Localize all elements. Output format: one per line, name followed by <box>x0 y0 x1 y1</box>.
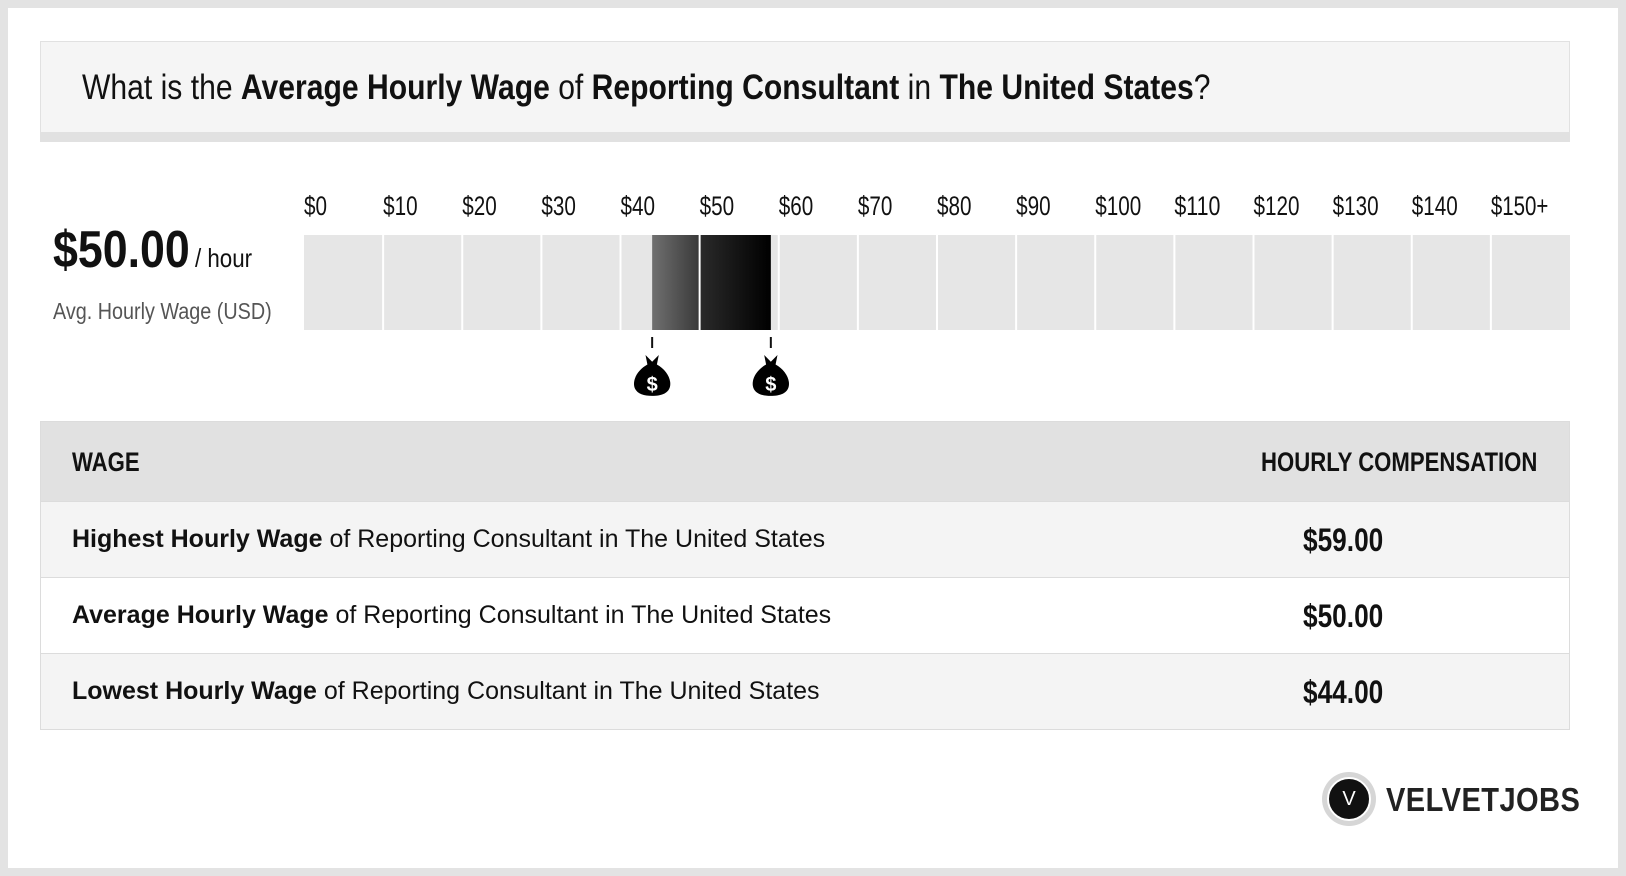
question-job-title: Reporting Consultant <box>591 68 900 107</box>
question-text: in <box>899 68 940 107</box>
x-tick-label: $60 <box>779 191 814 221</box>
row-label-bold: Highest Hourly Wage <box>72 525 323 553</box>
average-wage-value: $50.00 <box>53 221 190 279</box>
row-label-rest: of Reporting Consultant in The United St… <box>322 525 826 553</box>
x-tick-label: $90 <box>1016 191 1051 221</box>
x-tick-label: $100 <box>1095 191 1141 221</box>
money-symbol: $ <box>647 374 658 396</box>
question-text: of <box>549 68 592 107</box>
row-label: Average Hourly Wage of Reporting Consult… <box>72 601 831 630</box>
wage-range-chart: $0 $10 $20 $30 $40 $50 $60 $70 $80 $90 $100 $110 $12… <box>304 191 1570 396</box>
range-bar-high <box>700 235 771 330</box>
average-wage-display: $50.00/ hour <box>53 220 252 280</box>
row-label-rest: of Reporting Consultant in The United St… <box>328 601 832 629</box>
header-hourly-compensation: HOURLY COMPENSATION <box>1261 447 1538 477</box>
x-tick-label: $30 <box>541 191 576 221</box>
question-location: The United States <box>939 68 1194 107</box>
row-value: $44.00 <box>1303 674 1384 710</box>
money-symbol: $ <box>765 374 776 396</box>
question-metric: Average Hourly Wage <box>240 68 550 107</box>
row-label-bold: Lowest Hourly Wage <box>72 677 317 705</box>
range-bar-low <box>652 235 699 330</box>
question-mark: ? <box>1193 68 1211 107</box>
row-label-bold: Average Hourly Wage <box>72 601 329 629</box>
x-tick-label: $10 <box>383 191 418 221</box>
logo-letter: V <box>1327 777 1371 821</box>
x-tick-label: $70 <box>858 191 893 221</box>
x-tick-label: $50 <box>700 191 735 221</box>
table-row-average: Average Hourly Wage of Reporting Consult… <box>41 577 1569 653</box>
x-tick-label: $150+ <box>1491 191 1549 221</box>
table-row-highest: Highest Hourly Wage of Reporting Consult… <box>41 501 1569 577</box>
average-wage-label: Avg. Hourly Wage (USD) <box>53 298 272 324</box>
x-tick-label: $120 <box>1254 191 1300 221</box>
question-text: What is the <box>82 68 241 107</box>
average-wage-unit: / hour <box>194 243 253 273</box>
row-value: $59.00 <box>1303 522 1384 558</box>
row-label: Highest Hourly Wage of Reporting Consult… <box>72 525 825 554</box>
x-tick-label: $110 <box>1174 191 1220 221</box>
question-title: What is the Average Hourly Wage of Repor… <box>82 68 1210 108</box>
wage-table: WAGE HOURLY COMPENSATION Highest Hourly … <box>40 421 1570 730</box>
table-row-lowest: Lowest Hourly Wage of Reporting Consulta… <box>41 653 1569 729</box>
x-tick-label: $0 <box>304 191 327 221</box>
x-tick-label: $20 <box>462 191 497 221</box>
row-label-rest: of Reporting Consultant in The United St… <box>316 677 820 705</box>
x-tick-label: $80 <box>937 191 972 221</box>
x-tick-label: $40 <box>621 191 656 221</box>
x-tick-label: $130 <box>1333 191 1379 221</box>
logo-text: VELVETJOBS <box>1386 781 1581 818</box>
x-tick-label: $140 <box>1412 191 1458 221</box>
logo-mark: V <box>1322 772 1376 826</box>
row-value: $50.00 <box>1303 598 1384 634</box>
table-header: WAGE HOURLY COMPENSATION <box>41 422 1569 501</box>
row-label: Lowest Hourly Wage of Reporting Consulta… <box>72 677 820 706</box>
header-wage: WAGE <box>72 447 140 477</box>
velvetjobs-logo: V VELVETJOBS <box>1322 772 1582 828</box>
question-box: What is the Average Hourly Wage of Repor… <box>40 41 1570 142</box>
